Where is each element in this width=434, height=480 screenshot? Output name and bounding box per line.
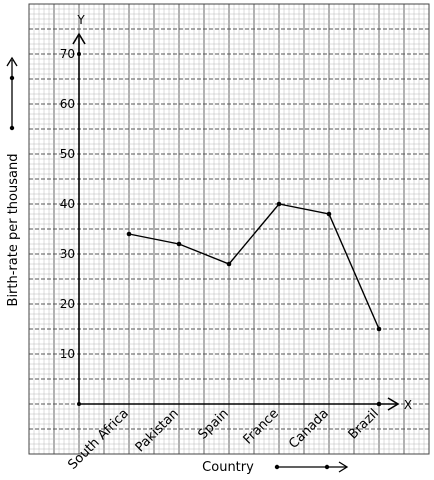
y-tick-label: 70 <box>60 47 75 61</box>
y-tick-label: 20 <box>60 297 75 311</box>
grid <box>28 3 430 455</box>
y-tick-labels: 10 20 30 40 50 60 70 <box>60 47 75 361</box>
axes <box>72 32 400 411</box>
data-point <box>326 211 332 217</box>
data-point <box>376 326 382 332</box>
y-tick-label: 30 <box>60 247 75 261</box>
x-tick-label: France <box>241 406 282 447</box>
x-tick-label: South Africa <box>65 406 131 472</box>
x-tick-label: Brazil <box>346 406 382 442</box>
x-axis-end-point <box>376 401 382 407</box>
data-point <box>176 241 182 247</box>
data-point <box>126 231 132 237</box>
x-tick-label: Spain <box>196 406 232 442</box>
y-axis-letter: Y <box>76 13 85 27</box>
series-line-path <box>128 203 380 330</box>
x-title-arrow-dot <box>324 464 330 470</box>
x-title-arrow <box>277 461 349 473</box>
y-axis-title: Birth-rate per thousand <box>6 154 21 307</box>
x-title-arrow-dot <box>274 464 280 470</box>
y-axis-top-point <box>77 52 81 56</box>
series-line <box>126 201 382 407</box>
origin-point <box>77 402 81 406</box>
data-point <box>226 261 232 267</box>
x-axis-letter: X <box>404 398 412 412</box>
y-title-arrow-dot <box>9 125 15 131</box>
x-tick-label: Pakistan <box>133 406 182 455</box>
y-axis-arrowhead <box>72 32 86 45</box>
y-tick-label: 60 <box>60 97 75 111</box>
y-tick-label: 10 <box>60 347 75 361</box>
grid-border <box>28 3 430 455</box>
data-point <box>276 201 282 207</box>
x-axis-arrowhead <box>387 397 400 411</box>
y-tick-label: 40 <box>60 197 75 211</box>
y-tick-label: 50 <box>60 147 75 161</box>
y-title-arrow-dot <box>9 75 15 81</box>
y-title-arrow <box>6 56 18 128</box>
x-axis-title: Country <box>202 460 254 475</box>
